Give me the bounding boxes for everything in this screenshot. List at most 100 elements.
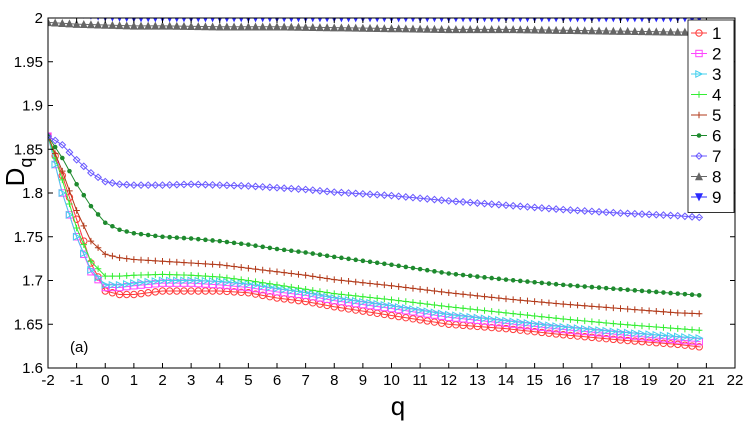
data-point	[273, 268, 281, 275]
data-point	[560, 315, 567, 323]
data-point	[331, 254, 337, 260]
legend-label: 2	[712, 45, 721, 64]
data-point	[65, 19, 74, 28]
data-point	[509, 317, 518, 326]
data-point	[323, 289, 331, 296]
data-point	[244, 22, 253, 31]
series-line	[48, 135, 701, 348]
data-point	[165, 276, 174, 285]
data-point	[645, 307, 653, 314]
data-point	[201, 22, 210, 31]
data-point	[373, 281, 381, 288]
data-point	[137, 289, 145, 298]
data-point	[102, 220, 108, 226]
data-point	[616, 209, 625, 218]
data-point	[503, 277, 509, 282]
data-point	[444, 196, 453, 205]
data-point	[323, 187, 332, 196]
data-point	[566, 323, 575, 332]
data-point	[273, 281, 281, 289]
data-point	[137, 271, 145, 279]
data-point	[524, 311, 531, 319]
data-point	[172, 180, 181, 189]
data-point	[131, 230, 137, 236]
data-point	[344, 189, 353, 197]
data-point	[144, 181, 153, 190]
data-point	[431, 287, 438, 295]
data-point	[58, 18, 67, 27]
data-point	[494, 200, 503, 209]
data-point	[216, 273, 223, 281]
data-point	[308, 22, 317, 31]
x-tick-label: 9	[359, 372, 367, 389]
x-tick-label: 5	[244, 372, 252, 389]
data-point	[316, 274, 324, 281]
data-point	[346, 256, 351, 262]
data-point	[187, 272, 195, 279]
data-point	[358, 189, 367, 198]
series-layer	[48, 18, 704, 351]
data-point	[402, 313, 410, 322]
y-tick-label: 1.7	[22, 273, 43, 290]
data-point	[460, 272, 466, 278]
data-point	[645, 338, 653, 346]
data-point	[237, 288, 245, 297]
data-point	[151, 181, 160, 190]
data-point	[659, 27, 668, 36]
data-point	[581, 333, 589, 341]
data-point	[173, 287, 181, 295]
data-point	[110, 18, 115, 22]
x-tick-label: -1	[70, 372, 83, 389]
data-point	[224, 239, 230, 245]
data-point	[424, 286, 431, 294]
data-point	[445, 289, 452, 296]
data-point	[287, 184, 296, 193]
data-point	[602, 334, 610, 343]
data-point	[487, 315, 497, 324]
data-point	[159, 258, 166, 265]
data-point	[209, 273, 216, 280]
data-point	[202, 260, 209, 268]
data-point	[173, 276, 182, 285]
x-tick-label: 7	[301, 372, 309, 389]
data-point	[352, 296, 361, 305]
legend-label: 3	[712, 65, 721, 84]
data-point	[438, 302, 445, 310]
data-point	[623, 26, 632, 35]
data-point	[230, 263, 238, 270]
data-point	[617, 305, 624, 312]
data-point	[258, 291, 267, 300]
data-point	[153, 233, 158, 239]
data-point	[287, 22, 296, 31]
data-point	[166, 271, 173, 278]
data-point	[117, 18, 122, 22]
data-point	[453, 271, 459, 277]
data-point	[366, 23, 375, 32]
data-point	[567, 316, 574, 323]
data-point	[595, 207, 603, 216]
data-point	[187, 259, 195, 267]
data-point	[423, 24, 432, 33]
data-point	[388, 296, 395, 303]
data-point	[201, 180, 210, 189]
data-point	[416, 286, 424, 293]
data-point	[530, 327, 539, 336]
data-point	[560, 282, 566, 288]
legend-label: 9	[712, 188, 721, 207]
legend-label: 1	[712, 24, 721, 43]
data-point	[51, 160, 60, 169]
data-point	[51, 150, 59, 157]
data-point	[409, 285, 417, 292]
data-point	[253, 243, 258, 249]
data-point	[80, 222, 87, 230]
data-point	[588, 325, 597, 334]
data-point	[588, 303, 596, 310]
data-point	[73, 207, 80, 214]
data-point	[430, 308, 439, 317]
data-point	[138, 231, 144, 237]
data-point	[52, 144, 58, 150]
data-point	[552, 300, 560, 307]
data-point	[87, 258, 95, 265]
data-point	[309, 287, 316, 294]
